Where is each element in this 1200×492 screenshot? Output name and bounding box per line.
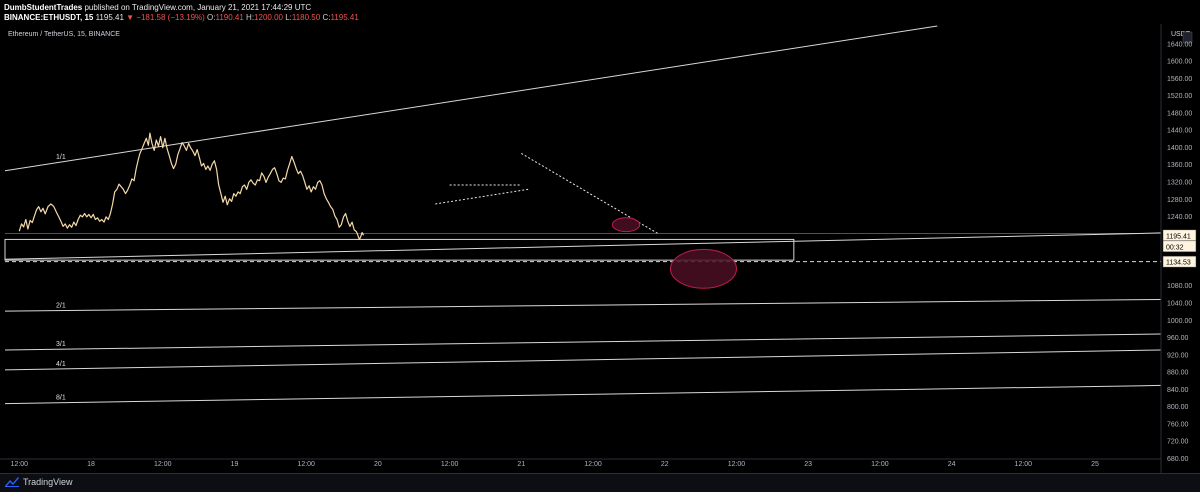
- time-tick-label: 12:00: [728, 461, 746, 468]
- fan-label: 4/1: [56, 361, 66, 368]
- tradingview-logo-icon: [5, 477, 19, 487]
- time-tick-label: 12:00: [441, 461, 459, 468]
- time-tick-label: 12:00: [1015, 461, 1033, 468]
- price-tick-label: 1520.00: [1167, 93, 1192, 100]
- price-tick-label: 720.00: [1167, 439, 1189, 446]
- fan-line[interactable]: [4, 349, 1162, 371]
- price-tick-label: 1040.00: [1167, 300, 1192, 307]
- time-tick-label: 24: [948, 461, 956, 468]
- high-value: 1200.00: [254, 13, 283, 22]
- fan-label: 1/1: [56, 154, 66, 161]
- price-tick-label: 880.00: [1167, 370, 1189, 377]
- price-tick-label: 840.00: [1167, 387, 1189, 394]
- price-tick-label: 1480.00: [1167, 110, 1192, 117]
- price-tag-label: 1134.53: [1166, 260, 1191, 267]
- publish-line: DumbStudentTrades published on TradingVi…: [4, 2, 311, 13]
- price-tag-label: 1195.41: [1166, 233, 1191, 240]
- price-tick-label: 1360.00: [1167, 162, 1192, 169]
- time-tick-label: 12:00: [297, 461, 315, 468]
- fan-line[interactable]: [4, 298, 1162, 312]
- pane-title: Ethereum / TetherUS, 15, BINANCE: [8, 31, 120, 38]
- price-tick-label: 1560.00: [1167, 76, 1192, 83]
- time-tick-label: 25: [1091, 461, 1099, 468]
- high-label: H:: [246, 13, 255, 22]
- price-tick-label: 800.00: [1167, 404, 1189, 411]
- publish-info: published on TradingView.com, January 21…: [84, 3, 312, 12]
- low-value: 1180.50: [291, 13, 321, 22]
- price-tag: [1162, 240, 1197, 253]
- price-tick-label: 1440.00: [1167, 128, 1192, 135]
- fan-line[interactable]: [4, 333, 1162, 351]
- price-tick-label: 1320.00: [1167, 180, 1192, 187]
- open-value: 1190.41: [215, 13, 244, 22]
- price-change: −181.58 (−13.19%): [136, 13, 205, 22]
- time-tick-label: 12:00: [154, 461, 172, 468]
- time-tick-label: 18: [87, 461, 95, 468]
- price-tick-label: 1240.00: [1167, 214, 1192, 221]
- tradingview-brand[interactable]: TradingView: [5, 477, 73, 487]
- time-tick-label: 12:00: [871, 461, 889, 468]
- open-label: O:: [207, 13, 216, 22]
- fan-label: 2/1: [56, 303, 66, 310]
- low-label: L:: [285, 13, 292, 22]
- price-tick-label: 960.00: [1167, 335, 1189, 342]
- price-tick-label: 1000.00: [1167, 318, 1192, 325]
- currency-label: USDT: [1171, 31, 1191, 38]
- down-arrow-icon: ▼: [126, 13, 135, 22]
- last-price: 1195.41: [95, 13, 124, 22]
- fan-line[interactable]: [4, 384, 1162, 405]
- price-tick-label: 1080.00: [1167, 283, 1192, 290]
- price-tick-label: 920.00: [1167, 352, 1189, 359]
- author-name[interactable]: DumbStudentTrades: [4, 3, 83, 12]
- time-tick-label: 20: [374, 461, 382, 468]
- price-series-line[interactable]: [18, 132, 365, 240]
- range-rectangle[interactable]: [4, 238, 795, 261]
- target-ellipse[interactable]: [669, 248, 737, 289]
- fan-label: 8/1: [56, 395, 66, 402]
- price-tick-label: 1640.00: [1167, 41, 1192, 48]
- symbol[interactable]: BINANCE:ETHUSDT, 15: [4, 13, 94, 22]
- price-tick-label: 1280.00: [1167, 197, 1192, 204]
- price-tag-label: 00:32: [1166, 244, 1184, 251]
- close-label: C:: [322, 13, 331, 22]
- price-axis-menu-icon[interactable]: [1182, 31, 1193, 44]
- target-ellipse[interactable]: [611, 217, 641, 233]
- price-tag: [1162, 255, 1197, 268]
- price-tick-label: 760.00: [1167, 421, 1189, 428]
- close-value: 1195.41: [330, 13, 359, 22]
- time-tick-label: 21: [517, 461, 525, 468]
- fan-line[interactable]: [4, 232, 1162, 260]
- time-tick-label: 22: [661, 461, 669, 468]
- footer-bar: TradingView: [0, 473, 1200, 492]
- fan-line[interactable]: [4, 25, 938, 172]
- price-tick-label: 680.00: [1167, 456, 1189, 463]
- time-tick-label: 12:00: [11, 461, 29, 468]
- time-tick-label: 19: [231, 461, 239, 468]
- time-tick-label: 12:00: [584, 461, 602, 468]
- dotted-trendline[interactable]: [435, 188, 529, 205]
- price-tick-label: 1600.00: [1167, 59, 1192, 66]
- time-tick-label: 23: [804, 461, 812, 468]
- fan-label: 3/1: [56, 341, 66, 348]
- symbol-line: BINANCE:ETHUSDT, 15 1195.41 ▼ −181.58 (−…: [4, 12, 359, 23]
- price-tick-label: 1400.00: [1167, 145, 1192, 152]
- brand-label: TradingView: [23, 477, 73, 487]
